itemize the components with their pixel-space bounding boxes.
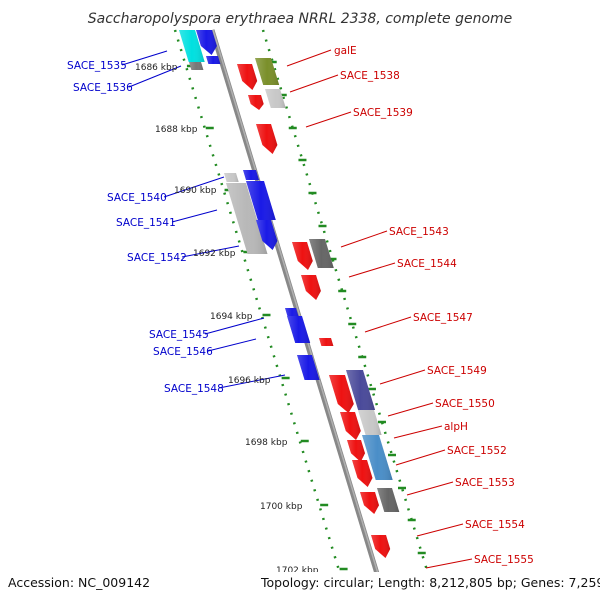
leader-line-10 <box>305 111 352 128</box>
gene-label-sace-1543[interactable]: SACE_1543 <box>389 226 449 238</box>
gene-label-sace-1541[interactable]: SACE_1541 <box>116 217 176 229</box>
gene-label-sace-1550[interactable]: SACE_1550 <box>435 398 495 410</box>
leader-line-9 <box>289 74 339 93</box>
gene-label-gale[interactable]: galE <box>334 45 357 57</box>
gene-label-sace-1549[interactable]: SACE_1549 <box>427 365 487 377</box>
gene-label-sace-1538[interactable]: SACE_1538 <box>340 70 400 82</box>
feature-sace-1549-purple-shade <box>346 370 376 410</box>
leader-line-17 <box>395 449 446 466</box>
gene-label-sace-1540[interactable]: SACE_1540 <box>107 192 167 204</box>
feature-sace-1541-gray-shade <box>226 183 268 254</box>
feature-sace-1543-gray-shade <box>309 239 334 268</box>
leader-line-15 <box>387 402 434 417</box>
summary-text: Topology: circular; Length: 8,212,805 bp… <box>260 575 600 590</box>
leader-line-19 <box>416 523 464 537</box>
leader-line-1 <box>128 65 182 88</box>
gene-label-sace-1555[interactable]: SACE_1555 <box>474 554 534 566</box>
gene-label-sace-1546[interactable]: SACE_1546 <box>153 346 213 358</box>
feature-sace-1553-gray-shade <box>377 488 400 512</box>
leader-line-6 <box>207 338 257 352</box>
left-track-guide <box>173 29 350 600</box>
feature-sace-1552-red-shade <box>352 460 373 487</box>
leader-line-20 <box>425 558 473 569</box>
scale-label-1696: 1696 kbp <box>228 376 271 386</box>
feature-gale-olive-shade <box>255 58 280 85</box>
gene-label-sace-1552[interactable]: SACE_1552 <box>447 445 507 457</box>
feature-sace-1538-red-shade <box>248 95 264 110</box>
gene-label-sace-1554[interactable]: SACE_1554 <box>465 519 525 531</box>
feature-sace-1536-blue-shade <box>206 56 221 64</box>
leader-line-7 <box>218 374 286 389</box>
leader-line-0 <box>121 50 168 66</box>
feature-sace-1550-red-shade <box>340 412 361 440</box>
scale-label-1702: 1702 kbp <box>276 566 319 576</box>
leader-line-8 <box>286 49 332 67</box>
genome-title: Saccharopolyspora erythraea NRRL 2338, c… <box>88 11 513 27</box>
scale-label-1694: 1694 kbp <box>210 312 253 322</box>
gene-label-sace-1545[interactable]: SACE_1545 <box>149 329 209 341</box>
leader-line-13 <box>364 316 412 333</box>
leader-line-18 <box>406 481 454 496</box>
feature-sace-1549-red-shade <box>329 375 354 413</box>
footer-background <box>0 572 600 600</box>
leader-line-2 <box>163 176 225 198</box>
scale-label-1700: 1700 kbp <box>260 502 303 512</box>
feature-sace-1552-blue-shade <box>362 435 393 480</box>
feature-sace-1553-red-shade <box>360 492 379 514</box>
gene-label-sace-1547[interactable]: SACE_1547 <box>413 312 473 324</box>
feature-sace-1547-red-small-shade <box>319 338 334 346</box>
feature-sace-1548-blue-shade <box>297 355 320 380</box>
gene-label-alph[interactable]: alpH <box>444 421 468 433</box>
gene-label-sace-1536[interactable]: SACE_1536 <box>73 82 133 94</box>
gene-label-sace-1542[interactable]: SACE_1542 <box>127 252 187 264</box>
gene-label-sace-1539[interactable]: SACE_1539 <box>353 107 413 119</box>
feature-sace-1535-cyan-shade <box>179 30 205 62</box>
feature-sace-1540-blue-shade <box>243 170 259 180</box>
feature-alph-red-shade <box>347 440 365 462</box>
genome-backbone <box>209 29 388 600</box>
gene-label-sace-1535[interactable]: SACE_1535 <box>67 60 127 72</box>
feature-sace-1536-gray-shade <box>189 62 204 70</box>
feature-sace-1545-blue-shade <box>287 316 311 343</box>
scale-label-1698: 1698 kbp <box>245 438 288 448</box>
feature-sace-1544-red-shade <box>301 275 321 300</box>
label-leaders <box>121 49 473 569</box>
scale-label-1686: 1686 kbp <box>135 63 178 73</box>
leader-line-5 <box>204 317 265 335</box>
gene-label-sace-1544[interactable]: SACE_1544 <box>397 258 457 270</box>
leader-line-14 <box>379 369 426 385</box>
leader-line-11 <box>340 230 388 248</box>
feature-sace-1539-red-shade <box>256 124 278 154</box>
feature-sace-1541-blue-shade <box>246 181 276 220</box>
leader-line-16 <box>393 425 443 439</box>
feature-sace-1545-blue-small-shade <box>285 308 299 318</box>
feature-sace-1542-blue-shade <box>256 220 278 250</box>
feature-sace-1543-red-shade <box>292 242 313 270</box>
scale-ticks <box>186 60 436 588</box>
leader-line-4 <box>181 245 240 258</box>
scale-label-1690: 1690 kbp <box>174 186 217 196</box>
accession-text: Accession: NC_009142 <box>8 575 150 590</box>
feature-sace-1535-blue-shade <box>196 30 217 55</box>
feature-gale-red-shade <box>237 64 258 90</box>
genome-backbone-highlight <box>212 29 387 600</box>
leader-line-3 <box>171 209 218 223</box>
gene-label-sace-1553[interactable]: SACE_1553 <box>455 477 515 489</box>
feature-sace-1554-red-shade <box>371 535 391 558</box>
gene-label-sace-1548[interactable]: SACE_1548 <box>164 383 224 395</box>
gene-features <box>179 30 400 558</box>
feature-sace-1550-gray-shade <box>358 410 382 435</box>
leader-line-12 <box>348 262 396 278</box>
feature-sace-1538-gray-shade <box>265 89 286 108</box>
scale-label-1692: 1692 kbp <box>193 249 236 259</box>
feature-sace-1540-gray-shade <box>224 173 239 182</box>
scale-label-1688: 1688 kbp <box>155 125 198 135</box>
